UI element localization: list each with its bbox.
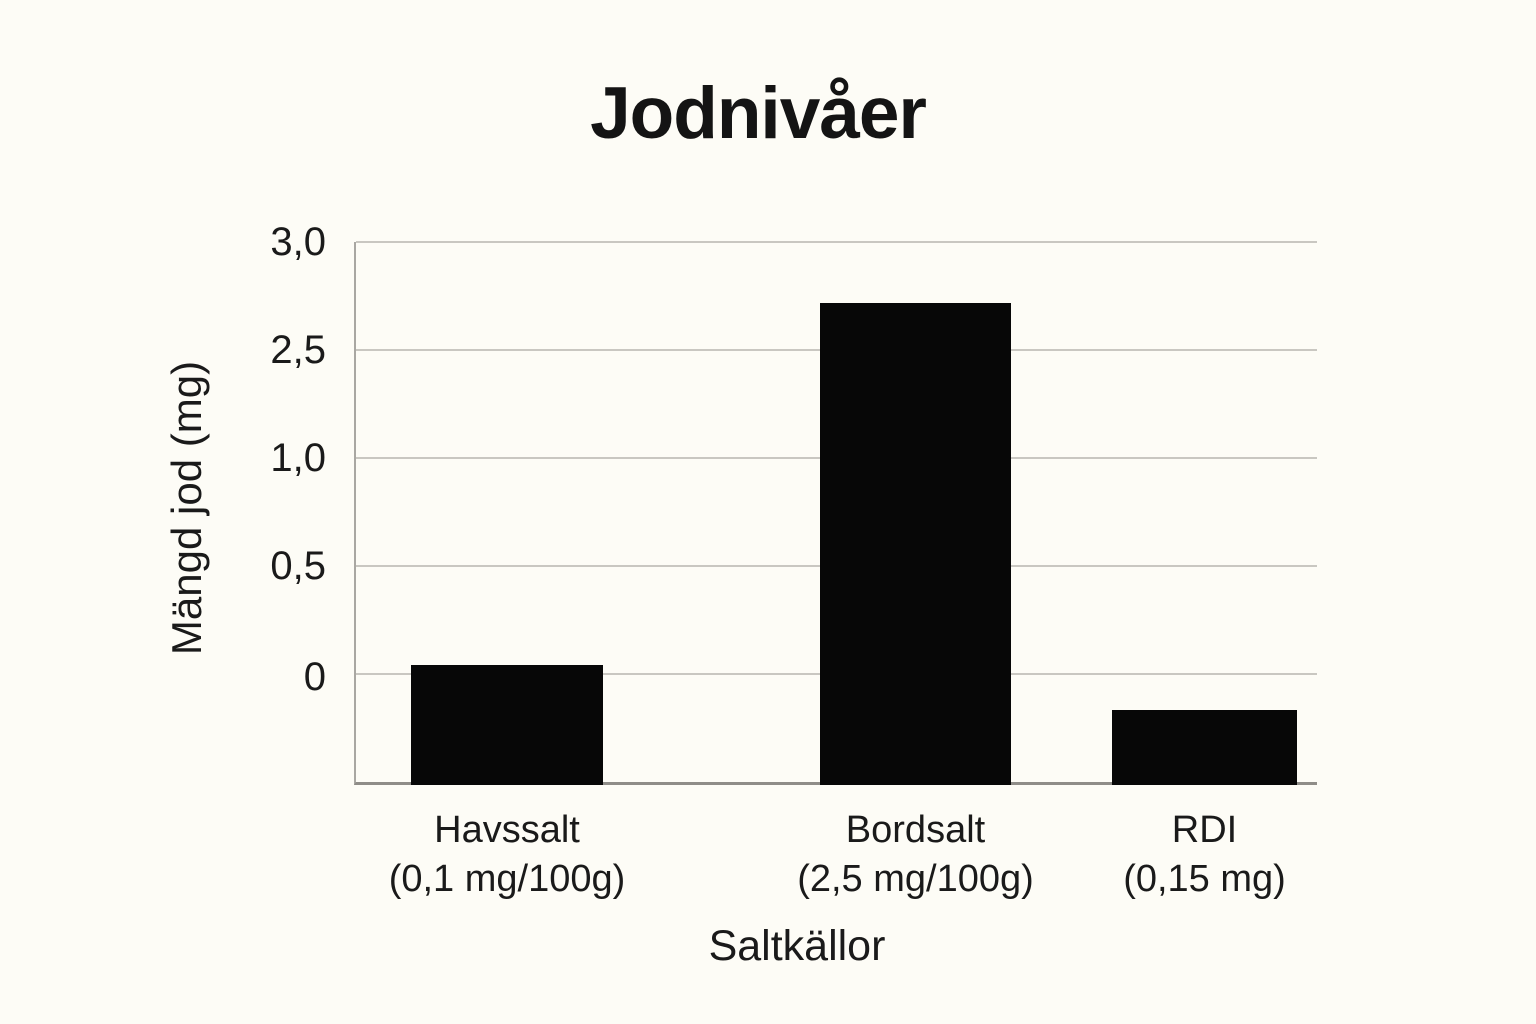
- chart-title: Jodnivåer: [590, 73, 927, 154]
- bar-rdi: [1112, 710, 1297, 785]
- category-name: RDI: [1171, 809, 1238, 851]
- y-tick-label: 3,0: [270, 220, 326, 264]
- y-axis-title: Mängd jod (mg): [163, 360, 210, 656]
- category-label-bordsalt: Bordsalt (2,5 mg/100g): [696, 806, 1136, 904]
- category-name: Havssalt: [434, 809, 580, 851]
- gridline: [356, 241, 1317, 243]
- y-tick-label: 0,5: [270, 544, 326, 588]
- category-sublabel: (0,15 mg): [1123, 858, 1286, 900]
- y-tick-label: 1,0: [270, 436, 326, 480]
- category-name: Bordsalt: [845, 809, 986, 851]
- bar-bordsalt: [820, 303, 1011, 785]
- x-axis-title: Saltkällor: [708, 922, 886, 970]
- y-tick-label: 0: [303, 655, 326, 699]
- bar-havssalt: [411, 665, 603, 785]
- category-label-havssalt: Havssalt (0,1 mg/100g): [287, 806, 727, 904]
- y-tick-label: 2,5: [270, 328, 326, 372]
- category-sublabel: (0,1 mg/100g): [388, 858, 626, 900]
- category-sublabel: (2,5 mg/100g): [797, 858, 1034, 900]
- category-label-rdi: RDI (0,15 mg): [985, 806, 1425, 904]
